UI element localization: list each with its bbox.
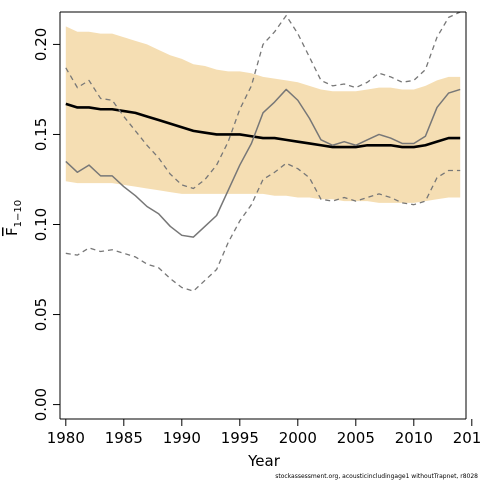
x-tick-label: 1980 [47,429,85,447]
x-tick-label: 1995 [221,429,259,447]
y-tick-label: 0.10 [32,208,50,241]
y-tick-label: 0.15 [32,118,50,151]
y-axis-title-main: F [3,227,21,236]
y-tick-label: 0.20 [32,28,50,61]
y-axis-title-subscript: 1−10 [13,200,24,227]
x-tick-label: 1985 [105,429,143,447]
series-lines-layer [65,12,461,292]
footer-note: stockassessment.org, acousticincludingag… [275,473,478,480]
comparison-upper-ci-line [65,12,461,190]
x-tick-label: 2000 [279,429,317,447]
y-tick-label: 0.00 [32,388,50,421]
x-tick-label: 1990 [163,429,201,447]
x-tick-label: 2015 [453,429,480,447]
estimate-line [65,102,461,149]
axes-layer: 1980 1985 1990 1995 2000 2005 2010 2015 0.00 0.05… [32,11,480,447]
y-tick-label: 0.05 [32,298,50,331]
x-axis-title: Year [247,452,281,470]
x-tick-label: 2010 [395,429,433,447]
comparison-line [65,88,461,238]
svg-text:F1−10: F1−10 [3,200,24,236]
x-tick-label: 2005 [337,429,375,447]
comparison-lower-ci-line [65,162,461,292]
y-axis-title: F1−10 [3,200,24,236]
